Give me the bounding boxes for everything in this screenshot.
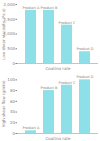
svg-text:Product C: Product C <box>59 81 76 85</box>
svg-text:Product B: Product B <box>41 86 58 90</box>
svg-text:1,000: 1,000 <box>3 31 15 37</box>
svg-text:80: 80 <box>10 88 16 93</box>
svg-text:Coating rate: Coating rate <box>46 66 71 71</box>
svg-text:Coating rate: Coating rate <box>46 136 71 141</box>
svg-text:500: 500 <box>7 46 15 51</box>
svg-text:0: 0 <box>12 131 15 136</box>
svg-text:Product D: Product D <box>76 75 93 79</box>
svg-text:Low shear viscosity (Pa.s): Low shear viscosity (Pa.s) <box>1 8 6 60</box>
svg-text:1,500: 1,500 <box>3 16 15 22</box>
svg-text:100: 100 <box>7 77 15 82</box>
svg-text:20: 20 <box>10 120 16 125</box>
svg-text:High shear flow (g/min): High shear flow (g/min) <box>1 80 6 127</box>
svg-text:0: 0 <box>12 61 15 66</box>
svg-text:40: 40 <box>10 109 16 114</box>
svg-text:Product C: Product C <box>59 21 76 25</box>
svg-text:Product A: Product A <box>23 6 40 10</box>
svg-text:60: 60 <box>10 99 16 104</box>
svg-text:Product B: Product B <box>41 6 58 10</box>
svg-text:Product A: Product A <box>23 126 40 130</box>
svg-text:Product D: Product D <box>76 47 93 51</box>
svg-text:2,000: 2,000 <box>4 2 16 7</box>
